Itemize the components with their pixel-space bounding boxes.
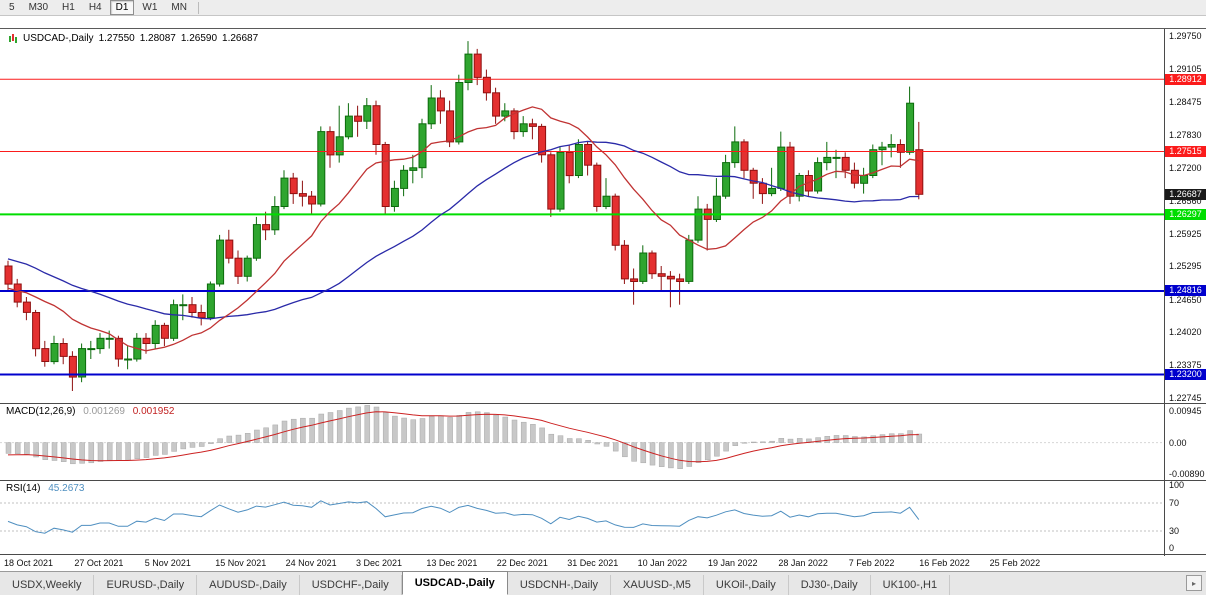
macd-value: 0.001269 [83,406,125,417]
current-price-badge: 1.26687 [1165,188,1206,200]
price-axis-label: 1.29750 [1169,30,1202,41]
price-axis-label: 1.28475 [1169,96,1202,107]
timeframe-button-h4[interactable]: H4 [88,2,102,13]
date-label: 24 Nov 2021 [285,558,337,568]
price-axis-label: 1.24020 [1169,327,1202,338]
date-label: 5 Nov 2021 [144,558,191,568]
price-line-badge: 1.23200 [1165,368,1206,380]
rsi-line [7,500,920,534]
date-label: 27 Oct 2021 [74,558,124,568]
price-axis-label: 1.25295 [1169,261,1202,272]
price-axis-label: 1.27200 [1169,162,1202,173]
symbol-tab-audusd-daily[interactable]: AUDUSD-,Daily [197,575,300,595]
tabbar-scroll-icon[interactable]: ▸ [1186,575,1202,591]
toolbar-separator [197,1,199,14]
ma-fast-line [7,106,919,352]
date-label: 25 Feb 2022 [989,558,1041,568]
rsi-indicator-label: RSI(14) 45.2673 [6,483,89,494]
macd-axis-label: 0.00945 [1169,406,1202,416]
date-label: 3 Dec 2021 [356,558,403,568]
ohlc-low: 1.26590 [180,33,218,44]
rsi-axis-label: 100 [1169,480,1185,490]
date-label: 19 Jan 2022 [708,558,758,568]
timeframe-toolbar: 5 M30 H1 H4 D1 W1 MN [0,0,1206,16]
price-axis-divider [1164,29,1165,556]
symbol-tab-bar: USDX,Weekly EURUSD-,Daily AUDUSD-,Daily USD… [0,571,1206,595]
chart-border-top [0,28,1206,29]
timeframe-button-d1[interactable]: D1 [109,0,135,15]
symbol-tab-ukoil-daily[interactable]: UKOil-,Daily [704,575,789,595]
macd-signal-line [7,411,919,463]
macd-axis-label: 0.00 [1169,437,1187,448]
candlestick-chart-icon [8,33,18,44]
price-axis-label: 1.29105 [1169,64,1202,75]
timeframe-button-m30[interactable]: M30 [28,2,49,13]
price-line-badge: 1.24816 [1165,285,1206,297]
rsi-axis-label: 30 [1169,526,1180,536]
timeframe-button-mn[interactable]: MN [171,2,187,13]
rsi-axis-label: 0 [1169,543,1175,553]
ohlc-high: 1.28087 [139,33,176,44]
ohlc-close: 1.26687 [222,33,259,44]
symbol-tab-xauusd-m5[interactable]: XAUUSD-,M5 [611,575,704,595]
symbol-tab-dj30-daily[interactable]: DJ30-,Daily [789,575,871,595]
price-chart-canvas[interactable] [0,29,1164,556]
price-axis-label: 1.24650 [1169,294,1202,305]
date-label: 28 Jan 2022 [778,558,828,568]
timeframe-button-h1[interactable]: H1 [62,2,75,13]
chart-symbol-period: USDCAD-,Daily [23,33,94,44]
price-axis-label: 1.23375 [1169,360,1202,371]
symbol-tab-usdx-weekly[interactable]: USDX,Weekly [0,575,95,595]
price-axis-label: 1.22745 [1169,393,1202,403]
rsi-pane-divider[interactable] [0,480,1206,481]
rsi-name: RSI(14) [6,483,41,494]
ma-slow-line [7,140,919,320]
date-label: 31 Dec 2021 [567,558,619,568]
date-label: 10 Jan 2022 [637,558,688,568]
date-label: 16 Feb 2022 [919,558,970,568]
symbol-tab-uk100-h1[interactable]: UK100-,H1 [871,575,951,595]
ohlc-open: 1.27550 [98,33,135,44]
symbol-tab-usdcad-daily[interactable]: USDCAD-,Daily [401,571,508,595]
macd-histogram [5,405,923,469]
date-label: 13 Dec 2021 [426,558,478,568]
price-axis-label: 1.26560 [1169,195,1202,206]
candles [4,41,924,391]
macd-indicator-label: MACD(12,26,9) 0.001269 0.001952 [6,406,179,417]
symbol-tab-usdcnh-daily[interactable]: USDCNH-,Daily [508,575,612,595]
date-label: 7 Feb 2022 [848,558,895,568]
price-line-badge: 1.26297 [1165,208,1206,220]
symbol-tab-eurusd-daily[interactable]: EURUSD-,Daily [94,575,198,595]
macd-name: MACD(12,26,9) [6,406,76,417]
price-axis-label: 1.25925 [1169,228,1202,239]
rsi-value: 45.2673 [48,483,85,494]
rsi-axis-label: 70 [1169,498,1180,508]
date-label: 22 Dec 2021 [496,558,548,568]
price-axis-label: 1.27830 [1169,130,1202,141]
date-label: 15 Nov 2021 [215,558,267,568]
macd-pane-divider[interactable] [0,403,1206,404]
time-axis-divider [0,554,1206,555]
price-line-badge: 1.28912 [1165,73,1206,85]
chart-title: USDCAD-,Daily 1.27550 1.28087 1.26590 1.… [8,33,258,44]
macd-signal-value: 0.001952 [132,406,175,417]
price-line-badge: 1.27515 [1165,145,1206,157]
macd-axis-label: -0.00890 [1169,469,1205,479]
symbol-tab-usdchf-daily[interactable]: USDCHF-,Daily [300,575,402,595]
date-label: 18 Oct 2021 [4,558,54,568]
timeframe-button-w1[interactable]: W1 [142,2,158,13]
timeframe-button-5[interactable]: 5 [9,2,15,13]
